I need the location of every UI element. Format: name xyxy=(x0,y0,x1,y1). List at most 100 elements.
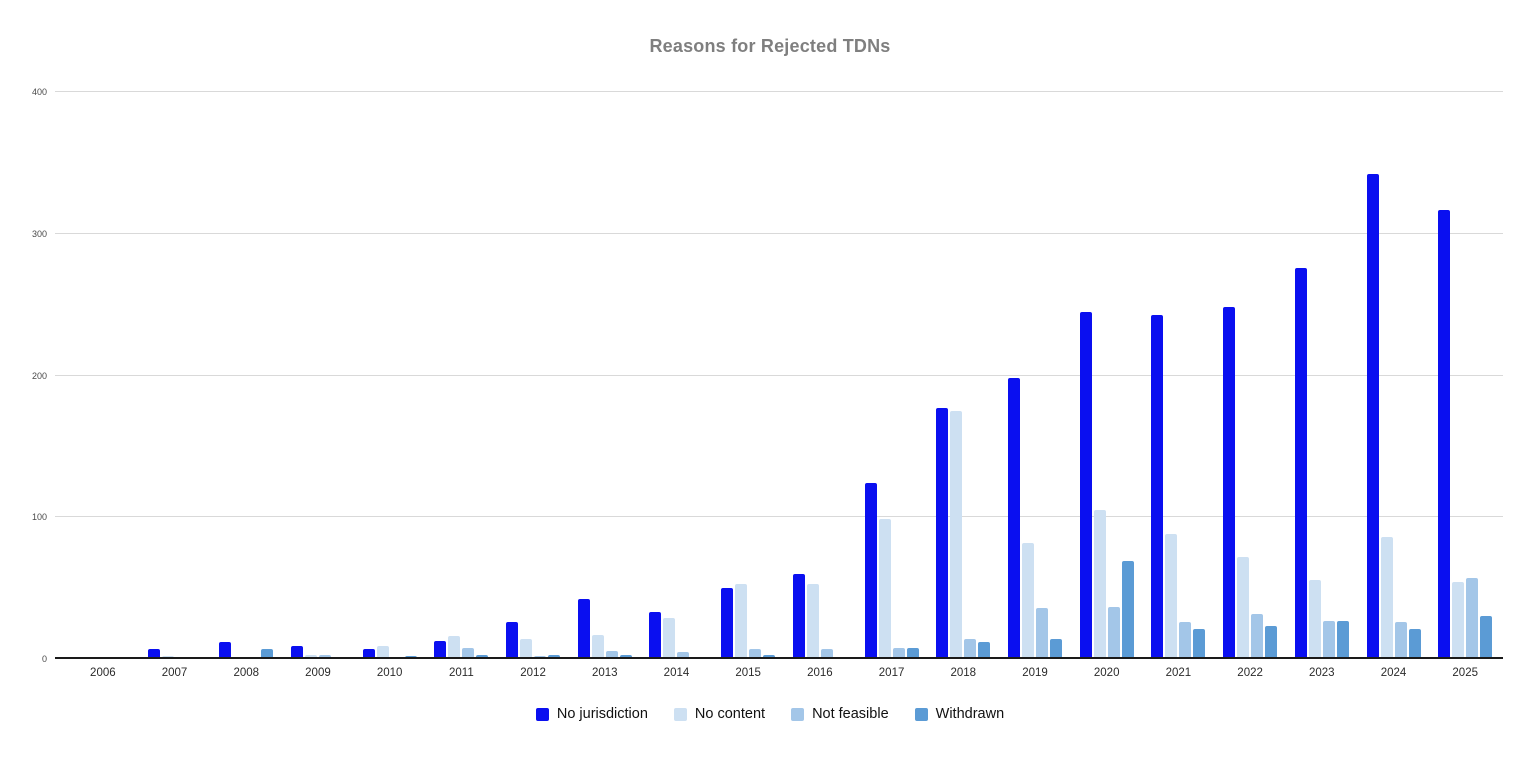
bar-no-content-2011 xyxy=(448,636,461,659)
bar-no-content-2023 xyxy=(1308,579,1321,659)
legend-label-not-feasible: Not feasible xyxy=(812,706,889,722)
year-group-2010: 2010 xyxy=(354,92,426,679)
legend-swatch xyxy=(914,707,928,721)
bar-no-jurisdiction-2014 xyxy=(649,612,662,659)
bar-no-jurisdiction-2007 xyxy=(147,649,160,659)
gridline-200 xyxy=(55,374,1503,376)
bar-not-feasible-2011 xyxy=(462,647,475,659)
legend-item-not-feasible: Not feasible xyxy=(791,706,889,722)
bar-no-jurisdiction-2016 xyxy=(792,573,805,659)
bar-not-feasible-2009 xyxy=(318,654,331,659)
bar-withdrawn-2008 xyxy=(261,649,274,659)
year-group-2011: 2011 xyxy=(426,92,498,679)
chart-title: Reasons for Rejected TDNs xyxy=(649,36,891,56)
bar-no-jurisdiction-2010 xyxy=(362,649,375,659)
bar-no-content-2020 xyxy=(1093,510,1106,659)
bar-not-feasible-2019 xyxy=(1035,607,1048,659)
bar-no-jurisdiction-2022 xyxy=(1223,307,1236,659)
bar-no-jurisdiction-2018 xyxy=(936,408,949,659)
bar-no-jurisdiction-2009 xyxy=(290,646,303,659)
year-group-2016: 2016 xyxy=(784,92,856,679)
bar-withdrawn-2025 xyxy=(1480,616,1493,659)
y-axis-tick-300: 300 xyxy=(31,228,47,239)
year-group-2007: 2007 xyxy=(139,92,211,679)
y-axis-tick-200: 200 xyxy=(31,370,47,381)
gridline-100 xyxy=(55,516,1503,518)
x-axis-label-2009: 2009 xyxy=(305,667,331,679)
x-axis-label-2008: 2008 xyxy=(233,667,260,679)
bar-no-jurisdiction-2017 xyxy=(864,483,877,659)
bar-no-jurisdiction-2008 xyxy=(219,642,232,659)
legend-label-no-jurisdiction: No jurisdiction xyxy=(556,706,648,722)
x-axis-label-2013: 2013 xyxy=(591,667,618,679)
bar-not-feasible-2017 xyxy=(892,647,905,659)
y-axis-tick-100: 100 xyxy=(31,512,47,523)
bar-withdrawn-2020 xyxy=(1121,561,1134,659)
bar-withdrawn-2023 xyxy=(1336,620,1349,659)
x-axis-label-2006: 2006 xyxy=(90,667,116,679)
bar-withdrawn-2015 xyxy=(763,654,776,659)
year-group-2008: 2008 xyxy=(210,92,282,679)
bar-groups: 2006 2007 2008 2009 2010 2011 2012 2013 2014 2015… xyxy=(67,92,1501,679)
gridline-0 xyxy=(55,657,1503,659)
year-group-2021: 2021 xyxy=(1143,92,1215,679)
legend-item-withdrawn: Withdrawn xyxy=(914,706,1005,722)
year-group-2015: 2015 xyxy=(712,92,784,679)
year-group-2023: 2023 xyxy=(1286,92,1358,679)
year-group-2012: 2012 xyxy=(497,92,569,679)
bar-not-feasible-2013 xyxy=(605,650,618,659)
bar-withdrawn-2022 xyxy=(1265,626,1278,659)
bar-no-content-2022 xyxy=(1237,556,1250,659)
y-axis-tick-0: 0 xyxy=(41,654,47,664)
bar-not-feasible-2021 xyxy=(1179,622,1192,659)
bar-no-jurisdiction-2024 xyxy=(1366,174,1379,659)
bar-withdrawn-2013 xyxy=(619,654,632,659)
x-axis-label-2017: 2017 xyxy=(878,667,905,679)
x-axis-label-2025: 2025 xyxy=(1452,667,1478,679)
bar-no-content-2014 xyxy=(663,617,676,659)
year-group-2013: 2013 xyxy=(569,92,641,679)
legend-label-withdrawn: Withdrawn xyxy=(935,706,1005,722)
bar-withdrawn-2017 xyxy=(906,647,919,659)
bar-no-jurisdiction-2013 xyxy=(577,599,590,659)
year-group-2014: 2014 xyxy=(641,92,713,679)
x-axis-label-2019: 2019 xyxy=(1022,667,1048,679)
bar-no-content-2013 xyxy=(591,634,604,659)
bar-not-feasible-2015 xyxy=(749,649,762,659)
x-axis-label-2020: 2020 xyxy=(1093,667,1120,679)
y-axis-tick-400: 400 xyxy=(31,87,47,97)
bar-no-jurisdiction-2025 xyxy=(1438,209,1451,659)
bar-not-feasible-2016 xyxy=(820,649,833,659)
bar-withdrawn-2024 xyxy=(1408,629,1421,659)
bar-no-content-2021 xyxy=(1165,534,1178,659)
year-group-2020: 2020 xyxy=(1071,92,1143,679)
bar-no-content-2012 xyxy=(520,639,533,659)
x-axis-label-2014: 2014 xyxy=(663,667,690,679)
gridline-400 xyxy=(55,91,1503,92)
year-group-2022: 2022 xyxy=(1214,92,1286,679)
bar-no-content-2015 xyxy=(735,583,748,659)
bar-no-content-2009 xyxy=(304,654,317,659)
x-axis-label-2010: 2010 xyxy=(376,667,403,679)
bar-no-content-2024 xyxy=(1380,537,1393,659)
x-axis-label-2012: 2012 xyxy=(520,667,546,679)
bar-not-feasible-2018 xyxy=(964,639,977,659)
gridline-300 xyxy=(55,232,1503,234)
bar-withdrawn-2021 xyxy=(1193,629,1206,659)
bar-withdrawn-2019 xyxy=(1049,639,1062,659)
bar-no-content-2017 xyxy=(878,518,891,659)
bar-no-jurisdiction-2015 xyxy=(721,588,734,659)
x-axis-label-2021: 2021 xyxy=(1165,667,1192,679)
bar-withdrawn-2011 xyxy=(476,654,489,659)
legend-item-no-content: No content xyxy=(673,706,765,722)
bar-no-content-2025 xyxy=(1452,582,1465,659)
bar-no-content-2019 xyxy=(1021,542,1034,659)
x-axis-label-2023: 2023 xyxy=(1309,667,1335,679)
year-group-2018: 2018 xyxy=(927,92,999,679)
year-group-2009: 2009 xyxy=(282,92,354,679)
bar-not-feasible-2023 xyxy=(1322,620,1335,659)
bar-withdrawn-2012 xyxy=(548,654,561,659)
x-axis-label-2022: 2022 xyxy=(1237,667,1263,679)
bar-no-jurisdiction-2021 xyxy=(1151,314,1164,659)
legend-swatch xyxy=(673,707,687,721)
